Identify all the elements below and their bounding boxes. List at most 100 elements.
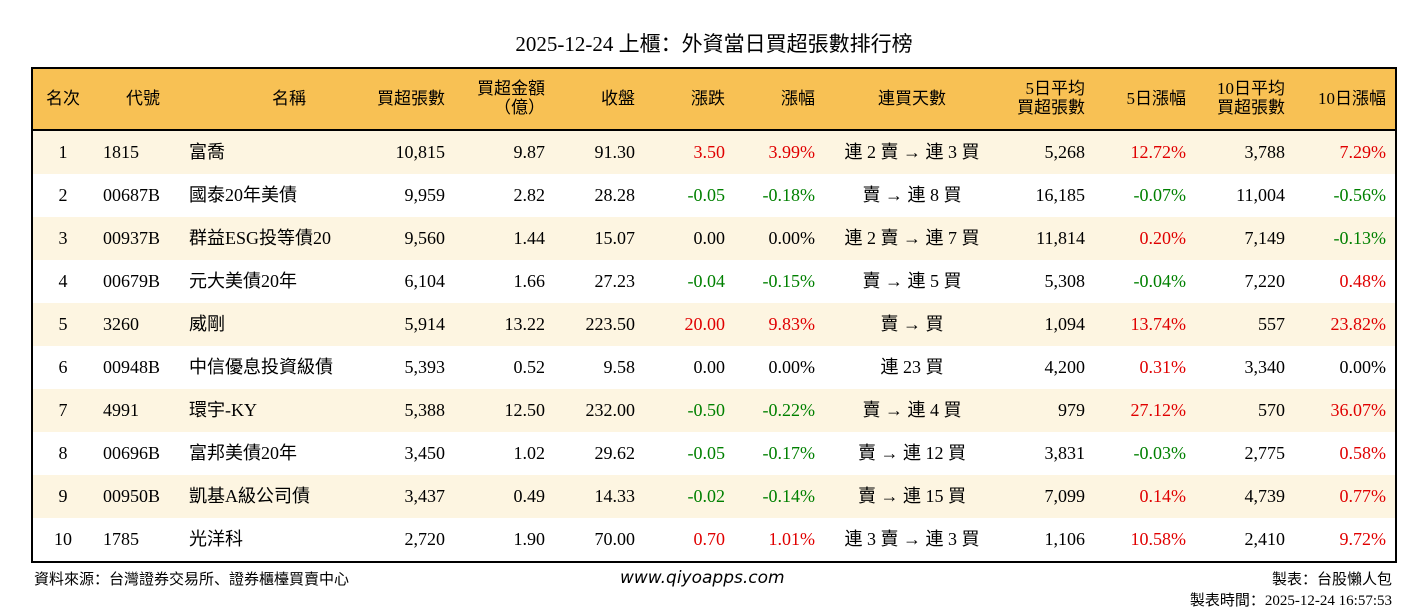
table-cell: 2,775 [1244, 442, 1286, 463]
table-cell: 00696B [103, 442, 161, 463]
column-header-label: 漲跌 [691, 88, 725, 108]
table-cell: 富喬 [189, 141, 225, 162]
table-cell: -0.15% [762, 270, 816, 291]
column-header-label: 5日平均 [1025, 79, 1086, 99]
table-cell: -0.03% [1133, 442, 1187, 463]
column-header: 漲幅 [733, 69, 815, 129]
table-cell: -0.50 [687, 399, 726, 420]
table-cell: 8 [58, 442, 68, 463]
column-header: 5日平均 買超張數 [1003, 69, 1085, 129]
table-cell: 1,106 [1044, 528, 1086, 549]
column-header-label: 收盤 [601, 88, 635, 108]
table-cell: -0.02 [687, 485, 726, 506]
table-cell: 5,268 [1044, 141, 1086, 162]
table-cell: 15.07 [594, 227, 636, 248]
table-cell: 232.00 [585, 399, 636, 420]
table-cell: 557 [1258, 313, 1285, 334]
table-cell: 連 2 賣 → 連 3 買 [844, 141, 980, 162]
table-cell: -0.18% [762, 184, 816, 205]
table-cell: 4,200 [1044, 356, 1086, 377]
column-header: 漲跌 [643, 69, 725, 129]
table-row: 4 00679B 元大美債20年 6,104 1.66 27.23 -0.04 -0.15% 賣… [33, 260, 1395, 303]
table-cell: 0.48% [1339, 270, 1387, 291]
table-cell: 0.00% [768, 356, 816, 377]
table-cell: 979 [1058, 399, 1085, 420]
table-cell: 5,308 [1044, 270, 1086, 291]
table-row: 2 00687B 國泰20年美債 9,959 2.82 28.28 -0.05 -0.18% 賣… [33, 174, 1395, 217]
column-header: 名次 [33, 69, 93, 129]
column-header-label: 買超張數 [1217, 98, 1285, 117]
table-cell: 27.12% [1130, 399, 1187, 420]
table-cell: 中信優息投資級債 [189, 356, 333, 377]
table-cell: -0.22% [762, 399, 816, 420]
table-cell: 6 [58, 356, 68, 377]
table-cell: 1,094 [1044, 313, 1086, 334]
table-cell: 1785 [103, 528, 139, 549]
table-header: 名次 代號 名稱 買超張數 買超金額 （億） 收盤 漲跌 漲幅 連買天數 5日平均 買超張數 5日漲幅 1… [33, 69, 1395, 131]
table-cell: 00687B [103, 184, 161, 205]
column-header: 買超張數 [363, 69, 445, 129]
column-header-label: 代號 [126, 88, 160, 108]
table-cell: 12.50 [504, 399, 546, 420]
table-cell: 0.52 [513, 356, 546, 377]
column-header-label: 買超金額 [477, 79, 545, 99]
table-cell: 3260 [103, 313, 139, 334]
table-cell: -0.13% [1333, 227, 1387, 248]
table-cell: 國泰20年美債 [189, 184, 297, 205]
table-row: 6 00948B 中信優息投資級債 5,393 0.52 9.58 0.00 0.00% 連 2… [33, 346, 1395, 389]
column-header: 買超金額 （億） [463, 69, 545, 129]
table-cell: 13.22 [504, 313, 546, 334]
table-cell: 10.58% [1130, 528, 1187, 549]
table-cell: 威剛 [189, 313, 225, 334]
table-cell: 2 [58, 184, 68, 205]
table-cell: 1.90 [513, 528, 546, 549]
table-cell: 0.58% [1339, 442, 1387, 463]
table-cell: 連 3 賣 → 連 3 買 [844, 528, 980, 549]
table-cell: 0.20% [1139, 227, 1187, 248]
table-row: 10 1785 光洋科 2,720 1.90 70.00 0.70 1.01% 連 3 賣 → … [33, 518, 1395, 561]
table-row: 7 4991 環宇-KY 5,388 12.50 232.00 -0.50 -0.22% 賣 →… [33, 389, 1395, 432]
table-cell: 環宇-KY [189, 399, 257, 420]
table-cell: -0.05 [687, 184, 726, 205]
table-cell: 7,149 [1244, 227, 1286, 248]
table-cell: 0.00% [768, 227, 816, 248]
ranking-table: 名次 代號 名稱 買超張數 買超金額 （億） 收盤 漲跌 漲幅 連買天數 5日平均 買超張數 5日漲幅 1… [31, 67, 1397, 563]
column-header-label: 5日漲幅 [1126, 88, 1187, 108]
column-header: 代號 [103, 69, 183, 129]
table-cell: 7 [58, 399, 68, 420]
table-cell: 0.00 [693, 356, 726, 377]
table-cell: -0.14% [762, 485, 816, 506]
table-cell: -0.04 [687, 270, 726, 291]
table-cell: 2.82 [513, 184, 546, 205]
table-cell: 賣 → 連 15 買 [858, 485, 966, 506]
table-cell: 7,220 [1244, 270, 1286, 291]
table-cell: 凱基A級公司債 [189, 485, 310, 506]
table-cell: 23.82% [1330, 313, 1387, 334]
table-body: 1 1815 富喬 10,815 9.87 91.30 3.50 3.99% 連 2 賣 → 連… [33, 131, 1395, 561]
table-cell: 11,814 [1036, 227, 1085, 248]
table-cell: 70.00 [594, 528, 636, 549]
table-cell: 0.77% [1339, 485, 1387, 506]
table-cell: 0.14% [1139, 485, 1187, 506]
table-cell: 富邦美債20年 [189, 442, 297, 463]
table-cell: 9.87 [513, 141, 546, 162]
table-cell: 27.23 [594, 270, 636, 291]
column-header-label: 連買天數 [878, 88, 946, 108]
column-header: 10日漲幅 [1303, 69, 1386, 129]
table-cell: 13.74% [1130, 313, 1187, 334]
table-cell: 9,560 [404, 227, 446, 248]
table-cell: 2,410 [1244, 528, 1286, 549]
column-header: 10日平均 買超張數 [1203, 69, 1285, 129]
table-row: 9 00950B 凱基A級公司債 3,437 0.49 14.33 -0.02 -0.14% 賣… [33, 475, 1395, 518]
table-cell: 3,450 [404, 442, 446, 463]
table-cell: 16,185 [1035, 184, 1086, 205]
website-link[interactable]: www.qiyoapps.com [620, 568, 785, 588]
table-cell: 元大美債20年 [189, 270, 297, 291]
maker: 製表：台股懶人包 [1271, 572, 1392, 588]
table-cell: 賣 → 連 12 買 [858, 442, 966, 463]
table-cell: 5,388 [404, 399, 446, 420]
column-header: 收盤 [553, 69, 635, 129]
table-cell: 570 [1258, 399, 1285, 420]
table-cell: 12.72% [1130, 141, 1187, 162]
table-cell: 連 23 買 [880, 356, 944, 377]
